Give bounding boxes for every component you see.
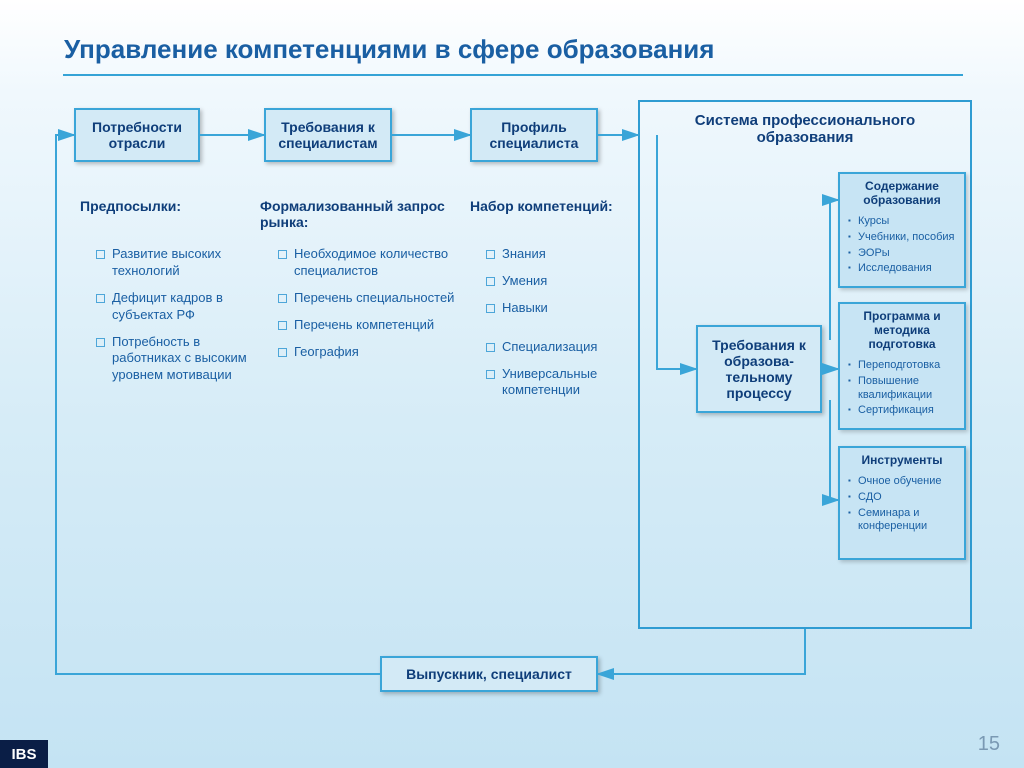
side-tools: Инструменты Очное обучение СДО Семинара и к…: [838, 446, 966, 560]
list-item: Умения: [486, 273, 636, 290]
list-item: Дефицит кадров в субъектах РФ: [96, 290, 256, 324]
list-item: Развитие высоких технологий: [96, 246, 256, 280]
list-item: Перечень специальностей: [278, 290, 458, 307]
page-title: Управление компетенциями в сфере образов…: [64, 34, 714, 65]
list-item: Навыки: [486, 300, 636, 317]
col-market-header: Формализованный запрос рынка:: [260, 198, 460, 230]
list-item: Перечень компетенций: [278, 317, 458, 334]
list-item: СДО: [848, 491, 956, 505]
list-item: Необходимое количество специалистов: [278, 246, 458, 280]
list-item: Курсы: [848, 215, 956, 229]
list-item: Специализация: [486, 339, 636, 356]
list-item: Исследования: [848, 262, 956, 276]
box-reqs: Требования к специалистам: [264, 108, 392, 162]
list-item: ЭОРы: [848, 247, 956, 261]
col-pre-list: Развитие высоких технологий Дефицит кадро…: [96, 246, 256, 394]
list-item: Переподготовка: [848, 359, 956, 373]
page-number: 15: [978, 733, 1000, 756]
col-market-list: Необходимое количество специалистов Переч…: [278, 246, 458, 370]
list-item: География: [278, 344, 458, 361]
list-item: Очное обучение: [848, 475, 956, 489]
brand-logo: IBS: [0, 740, 48, 768]
list-item: Универсальные компетенции: [486, 366, 636, 400]
col-pre-header: Предпосылки:: [80, 198, 260, 214]
list-item: Потребность в работниках с высоким уровн…: [96, 334, 256, 385]
box-profile: Профиль специалиста: [470, 108, 598, 162]
col-comp-list: Знания Умения Навыки Специализация Универсал…: [486, 246, 636, 409]
box-grad: Выпускник, специалист: [380, 656, 598, 692]
title-separator: [63, 74, 963, 76]
list-item: Сертификация: [848, 404, 956, 418]
col-comp-header: Набор компетенций:: [470, 198, 640, 214]
box-needs: Потребности отрасли: [74, 108, 200, 162]
frame-title: Система профессионального образования: [640, 102, 970, 146]
side-content: Содержание образования Курсы Учебники, пос…: [838, 172, 966, 288]
list-item: Повышение квалификации: [848, 375, 956, 403]
side-tools-title: Инструменты: [840, 448, 964, 469]
side-content-title: Содержание образования: [840, 174, 964, 209]
side-program: Программа и методика подготовка Переподго…: [838, 302, 966, 430]
side-program-title: Программа и методика подготовка: [840, 304, 964, 353]
list-item: Учебники, пособия: [848, 231, 956, 245]
spacer: [486, 327, 636, 333]
list-item: Знания: [486, 246, 636, 263]
list-item: Семинара и конференции: [848, 507, 956, 535]
